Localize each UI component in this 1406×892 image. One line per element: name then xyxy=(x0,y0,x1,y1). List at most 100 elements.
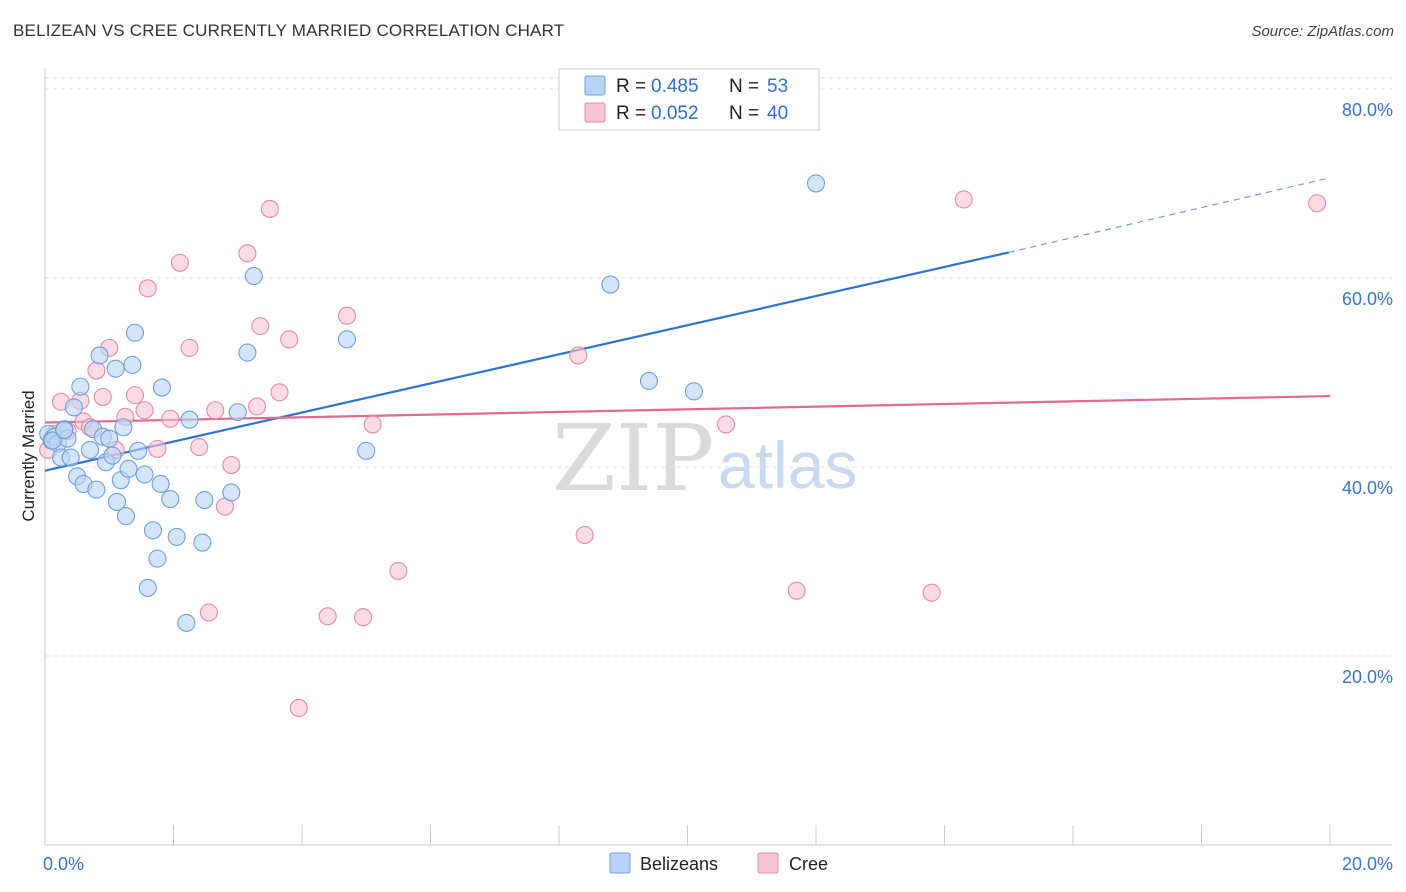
point-belizeans xyxy=(135,465,154,484)
point-cree xyxy=(318,607,337,626)
point-cree xyxy=(125,386,144,405)
point-cree xyxy=(922,583,941,602)
point-belizeans xyxy=(193,533,212,552)
y-axis-label: Currently Married xyxy=(19,390,38,521)
point-belizeans xyxy=(639,371,659,390)
trend-line-belizeans-extension xyxy=(1008,177,1331,253)
legend-n-value: 53 xyxy=(767,76,788,97)
point-belizeans xyxy=(238,343,257,362)
source-label: Source: ZipAtlas.com xyxy=(1251,23,1394,40)
point-belizeans xyxy=(180,410,199,429)
bottom-legend-swatch-belizeans xyxy=(609,852,631,874)
point-belizeans xyxy=(806,174,826,193)
point-belizeans xyxy=(43,431,62,450)
point-cree xyxy=(222,456,241,475)
bottom-legend-label-belizeans: Belizeans xyxy=(640,854,718,874)
point-cree xyxy=(238,244,257,263)
legend-r-label: R = xyxy=(616,76,646,97)
bottom-legend-swatch-cree xyxy=(757,852,779,874)
point-cree xyxy=(199,603,218,622)
point-belizeans xyxy=(143,521,162,540)
point-belizeans xyxy=(87,480,106,499)
point-cree xyxy=(575,525,594,545)
y-tick-label: 40.0% xyxy=(1342,478,1393,498)
point-cree xyxy=(93,387,112,407)
point-belizeans xyxy=(61,448,80,467)
point-cree xyxy=(251,317,270,336)
point-cree xyxy=(280,330,299,349)
point-belizeans xyxy=(116,507,136,526)
point-cree xyxy=(716,415,736,434)
point-cree xyxy=(180,338,199,357)
point-belizeans xyxy=(103,446,122,465)
point-cree xyxy=(87,361,106,380)
legend-n-label: N = xyxy=(729,103,759,124)
point-belizeans xyxy=(123,355,142,374)
point-belizeans xyxy=(138,578,157,597)
point-belizeans xyxy=(55,421,74,440)
point-cree xyxy=(138,279,157,298)
points-layer xyxy=(39,174,1327,718)
point-belizeans xyxy=(177,613,196,632)
legend-swatch-cree xyxy=(584,102,606,123)
point-cree xyxy=(787,581,806,600)
point-belizeans xyxy=(167,527,186,546)
axis-layer: 20.0% 40.0% 60.0% 80.0% 0.0% 20.0% xyxy=(43,68,1393,874)
point-belizeans xyxy=(80,440,100,459)
chart-title: BELIZEAN VS CREE CURRENTLY MARRIED CORRE… xyxy=(13,21,565,40)
y-tick-label: 20.0% xyxy=(1342,667,1393,687)
point-belizeans xyxy=(244,266,263,286)
point-cree xyxy=(170,253,189,272)
point-cree xyxy=(337,306,357,325)
point-belizeans xyxy=(195,490,214,510)
point-cree xyxy=(247,397,267,416)
point-belizeans xyxy=(129,441,148,460)
legend-swatch-belizeans xyxy=(584,75,606,96)
point-belizeans xyxy=(152,378,171,397)
legend-r-value: 0.052 xyxy=(651,103,699,124)
point-belizeans xyxy=(100,429,119,448)
point-belizeans xyxy=(106,359,125,378)
point-cree xyxy=(569,346,588,365)
point-belizeans xyxy=(228,403,247,422)
watermark-zip: ZIP xyxy=(552,405,714,512)
point-belizeans xyxy=(151,474,170,494)
y-tick-label: 80.0% xyxy=(1342,100,1393,120)
point-belizeans xyxy=(64,398,83,417)
trend-line-cree xyxy=(44,394,1331,424)
point-belizeans xyxy=(90,346,109,365)
point-belizeans xyxy=(107,492,127,511)
bottom-legend-label-cree: Cree xyxy=(789,854,828,874)
point-belizeans xyxy=(148,549,167,568)
legend-r-label: R = xyxy=(616,103,646,124)
point-cree xyxy=(148,439,167,459)
point-cree xyxy=(270,383,289,402)
point-cree xyxy=(353,608,373,627)
point-cree xyxy=(260,199,279,218)
point-belizeans xyxy=(337,330,357,349)
point-belizeans xyxy=(161,490,180,509)
point-belizeans xyxy=(222,483,241,502)
correlation-legend: R = 0.485 N = 53 R = 0.052 N = 40 xyxy=(558,68,820,131)
point-cree xyxy=(389,561,408,580)
point-cree xyxy=(161,409,180,428)
legend-n-label: N = xyxy=(729,76,759,97)
point-cree xyxy=(954,190,973,209)
trend-layer xyxy=(44,177,1331,472)
point-cree xyxy=(289,698,308,718)
grid-layer xyxy=(45,77,1392,657)
watermark-atlas: atlas xyxy=(718,428,857,502)
point-belizeans xyxy=(601,275,620,294)
point-cree xyxy=(190,438,209,457)
legend-r-value: 0.485 xyxy=(651,76,699,97)
point-belizeans xyxy=(357,441,376,460)
point-cree xyxy=(206,401,225,420)
point-belizeans xyxy=(125,323,144,342)
x-tick-label: 20.0% xyxy=(1342,854,1393,874)
point-cree xyxy=(135,401,154,420)
x-tick-label: 0.0% xyxy=(43,854,84,874)
series-legend: Belizeans Cree xyxy=(609,852,828,874)
point-belizeans xyxy=(114,418,133,437)
y-tick-label: 60.0% xyxy=(1342,289,1393,309)
